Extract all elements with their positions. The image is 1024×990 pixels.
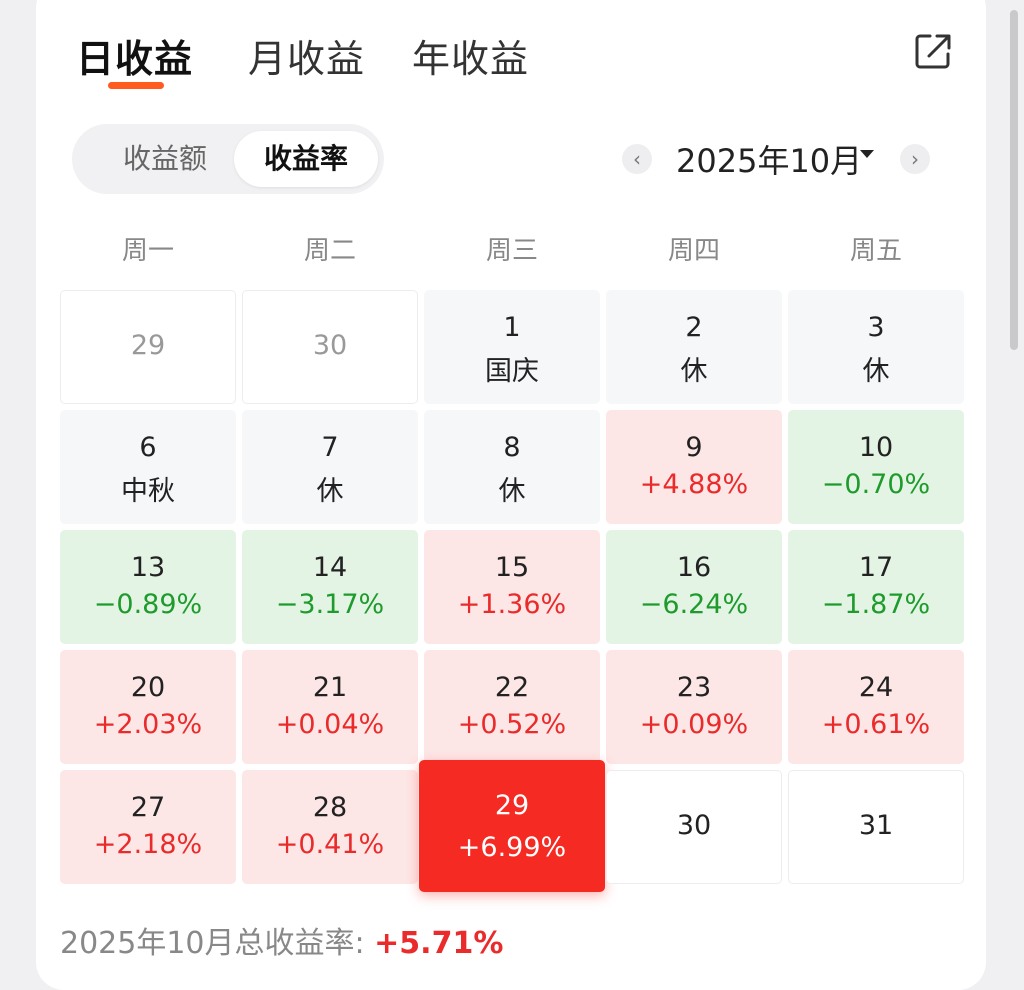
day-number: 21 [312, 672, 348, 703]
return-rate: +1.36% [457, 589, 567, 620]
day-number: 20 [130, 672, 166, 703]
day-cell[interactable]: 23 +0.09% [606, 650, 782, 764]
return-rate: −6.24% [639, 589, 749, 620]
day-number: 24 [858, 672, 894, 703]
day-cell[interactable]: 16 −6.24% [606, 530, 782, 644]
day-cell[interactable]: 9 +4.88% [606, 410, 782, 524]
return-rate: +0.52% [457, 709, 567, 740]
day-cell[interactable]: 15 +1.36% [424, 530, 600, 644]
day-number: 30 [676, 810, 712, 841]
scrollbar[interactable] [1010, 10, 1018, 350]
day-number: 27 [130, 792, 166, 823]
holiday-label: 中秋 [121, 476, 175, 507]
return-rate: +0.04% [275, 709, 385, 740]
toggle-amount[interactable]: 收益额 [122, 142, 207, 175]
month-total: 2025年10月总收益率: +5.71% [60, 918, 503, 962]
day-cell[interactable]: 29 [60, 290, 236, 404]
month-selector[interactable]: 2025年10月 [676, 142, 863, 180]
day-cell[interactable]: 29 +6.99% [419, 760, 605, 892]
return-rate: −0.89% [93, 589, 203, 620]
day-cell[interactable]: 30 [606, 770, 782, 884]
tab-yearly[interactable]: 年收益 [412, 37, 530, 81]
holiday-label: 休 [862, 356, 890, 387]
weekday-label: 周一 [121, 236, 174, 266]
chevron-down-icon[interactable] [860, 150, 874, 158]
holiday-label: 休 [316, 476, 344, 507]
day-number: 29 [494, 790, 530, 821]
return-rate: +2.03% [93, 709, 203, 740]
day-cell[interactable]: 28 +0.41% [242, 770, 418, 884]
day-cell[interactable]: 10 −0.70% [788, 410, 964, 524]
toggle-rate[interactable]: 收益率 [234, 131, 378, 187]
day-number: 23 [676, 672, 712, 703]
next-month-button[interactable]: › [900, 144, 930, 174]
day-number: 2 [685, 312, 703, 343]
day-cell[interactable]: 22 +0.52% [424, 650, 600, 764]
day-cell[interactable]: 1 国庆 [424, 290, 600, 404]
return-rate: +6.99% [457, 832, 567, 863]
holiday-label: 休 [498, 476, 526, 507]
holiday-label: 国庆 [485, 356, 539, 387]
tab-monthly[interactable]: 月收益 [248, 37, 366, 81]
day-number: 13 [130, 552, 166, 583]
weekday-label: 周四 [667, 236, 720, 266]
day-cell[interactable]: 6 中秋 [60, 410, 236, 524]
metric-toggle: 收益额 收益率 [72, 124, 384, 194]
active-tab-indicator [108, 82, 164, 89]
month-total-label: 2025年10月总收益率: [60, 926, 375, 961]
day-cell[interactable]: 24 +0.61% [788, 650, 964, 764]
return-rate: +0.09% [639, 709, 749, 740]
weekday-label: 周三 [485, 236, 538, 266]
day-cell[interactable]: 30 [242, 290, 418, 404]
day-cell[interactable]: 27 +2.18% [60, 770, 236, 884]
day-number: 7 [321, 432, 339, 463]
day-number: 8 [503, 432, 521, 463]
return-rate: +2.18% [93, 829, 203, 860]
day-number: 29 [130, 330, 166, 361]
holiday-label: 休 [680, 356, 708, 387]
day-cell[interactable]: 21 +0.04% [242, 650, 418, 764]
day-cell[interactable]: 20 +2.03% [60, 650, 236, 764]
day-number: 15 [494, 552, 530, 583]
return-rate: +0.61% [821, 709, 931, 740]
return-rate: −1.87% [821, 589, 931, 620]
month-total-value: +5.71% [374, 926, 504, 961]
day-cell[interactable]: 14 −3.17% [242, 530, 418, 644]
day-cell[interactable]: 17 −1.87% [788, 530, 964, 644]
day-number: 6 [139, 432, 157, 463]
day-number: 22 [494, 672, 530, 703]
day-number: 31 [858, 810, 894, 841]
day-number: 1 [503, 312, 521, 343]
tab-daily[interactable]: 日收益 [76, 37, 194, 81]
day-number: 30 [312, 330, 348, 361]
return-rate: −0.70% [821, 469, 931, 500]
day-cell[interactable]: 13 −0.89% [60, 530, 236, 644]
day-number: 28 [312, 792, 348, 823]
day-number: 16 [676, 552, 712, 583]
day-number: 14 [312, 552, 348, 583]
day-number: 17 [858, 552, 894, 583]
day-number: 3 [867, 312, 885, 343]
weekday-label: 周五 [849, 236, 902, 266]
return-rate: +4.88% [639, 469, 749, 500]
share-icon[interactable] [912, 30, 954, 72]
day-cell[interactable]: 31 [788, 770, 964, 884]
return-rate: −3.17% [275, 589, 385, 620]
weekday-label: 周二 [303, 236, 356, 266]
return-rate: +0.41% [275, 829, 385, 860]
day-number: 10 [858, 432, 894, 463]
day-number: 9 [685, 432, 703, 463]
prev-month-button[interactable]: ‹ [622, 144, 652, 174]
